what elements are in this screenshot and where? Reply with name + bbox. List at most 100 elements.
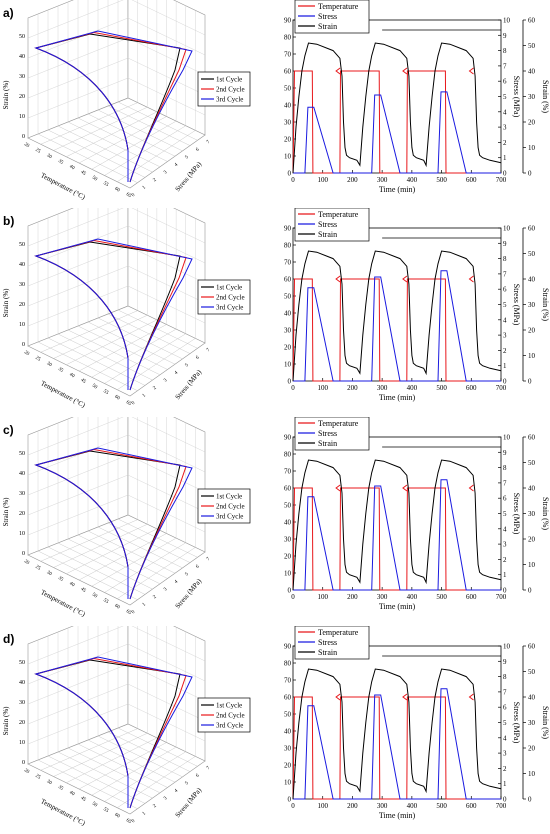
y-tick-label: 2 xyxy=(153,803,159,809)
stress-tick-label: 6 xyxy=(503,78,507,86)
z-tick-label: 20 xyxy=(19,511,25,517)
x-tick-label: 100 xyxy=(317,593,328,601)
x-tick-label: 0 xyxy=(291,176,295,184)
strain-tick-label: 60 xyxy=(528,17,536,25)
stress-tick-label: 10 xyxy=(503,643,511,651)
stress-tick-label: 6 xyxy=(503,704,507,712)
wall-grid-line xyxy=(127,643,206,682)
legend-label: 1st Cycle xyxy=(216,702,242,710)
temp-tick-label: 30 xyxy=(284,745,292,753)
wall-grid-line xyxy=(27,208,124,247)
x-tick-label: 200 xyxy=(347,384,358,392)
figure-row-a: a) 0 10 20 30 40 50 Strain (%) 20 25 30 35 40 45 50 55… xyxy=(0,0,550,208)
x-tick-label: 65 xyxy=(125,818,132,825)
x-tick-label: 55 xyxy=(102,389,109,396)
x-tick-label: 40 xyxy=(68,581,75,588)
strain-axis-label: Strain (%) xyxy=(541,288,550,321)
stress-tick-label: 10 xyxy=(503,17,511,25)
floor-grid-line xyxy=(78,116,167,164)
legend-label: Temperature xyxy=(318,628,359,637)
grid-box xyxy=(27,0,206,189)
y-tick-label: 7 xyxy=(206,557,212,563)
x-tick-label: 400 xyxy=(407,593,418,601)
stress-tick-label: 5 xyxy=(503,93,507,101)
floor-grid-line xyxy=(66,111,157,157)
temperature-arrow xyxy=(335,67,341,75)
x-tick-label: 35 xyxy=(57,785,64,792)
plot-frame xyxy=(292,227,502,382)
x-tick-label: 300 xyxy=(377,176,388,184)
stress-tick-label: 6 xyxy=(503,495,507,503)
temp-tick-label: 40 xyxy=(284,102,292,110)
floor-grid-line xyxy=(40,519,138,562)
x-tick-label: 500 xyxy=(436,176,447,184)
stress-tick-label: 8 xyxy=(503,255,507,263)
figure-row-c: c) 0 10 20 30 40 50 Strain (%) 20 25 30 35 40 45 50 55… xyxy=(0,417,550,625)
z-tick-label: 10 xyxy=(19,114,25,120)
x-tick-label: 600 xyxy=(466,593,477,601)
strain-tick-label: 10 xyxy=(528,144,536,152)
x-tick-label: 40 xyxy=(68,164,75,171)
x-tick-label: 25 xyxy=(34,356,41,363)
legend-label: Temperature xyxy=(318,419,359,428)
strain-tick-label: 20 xyxy=(528,119,536,127)
stress-tick-label: 4 xyxy=(503,316,507,324)
strain-tick-label: 30 xyxy=(528,719,536,727)
x-tick-label: 50 xyxy=(91,175,98,182)
z-tick-label: 40 xyxy=(19,262,25,268)
cycle-curve xyxy=(34,447,193,600)
wall-grid-line xyxy=(27,265,129,307)
y-tick-label: 0 xyxy=(131,193,137,199)
stress-line xyxy=(293,479,501,591)
x-tick-label: 45 xyxy=(79,378,86,385)
legend-label: Temperature xyxy=(318,2,359,11)
x-tick-label: 45 xyxy=(79,170,86,177)
floor-grid-line xyxy=(53,733,148,777)
z-tick-label: 50 xyxy=(19,451,25,457)
x-tick-label: 30 xyxy=(45,779,52,786)
z-axis-label: Strain (%) xyxy=(2,497,10,527)
x-tick-label: 50 xyxy=(91,801,98,808)
strain-tick-label: 0 xyxy=(528,796,532,804)
legend-label: Stress xyxy=(318,220,337,229)
legend-label: Temperature xyxy=(318,210,359,219)
legend-label: Strain xyxy=(318,230,337,239)
strain-tick-label: 20 xyxy=(528,327,536,335)
figure-row-b: b) 0 10 20 30 40 50 Strain (%) 20 25 30 35 40 45 50 55… xyxy=(0,208,550,416)
x-tick-label: 35 xyxy=(57,159,64,166)
wall-grid-line xyxy=(27,0,124,39)
legend-label: 2nd Cycle xyxy=(216,86,245,94)
legend-label: 3rd Cycle xyxy=(216,304,243,312)
strain-tick-label: 40 xyxy=(528,276,536,284)
x-tick-label: 400 xyxy=(407,176,418,184)
x-tick-label: 200 xyxy=(347,593,358,601)
y-tick-label: 4 xyxy=(174,788,180,794)
x-tick-label: 400 xyxy=(407,384,418,392)
wall-grid-line xyxy=(131,0,206,36)
temp-tick-label: 70 xyxy=(284,51,292,59)
z-tick-label: 50 xyxy=(19,34,25,40)
strain-tick-label: 40 xyxy=(528,485,536,493)
y-tick-label: 4 xyxy=(174,579,180,585)
z-tick-label: 50 xyxy=(19,242,25,248)
floor-grid-line xyxy=(91,328,177,378)
wall-grid-line xyxy=(27,454,129,496)
stress-tick-label: 1 xyxy=(503,154,507,162)
strain-tick-label: 50 xyxy=(528,459,536,467)
wall-grid-line xyxy=(127,225,206,264)
legend-label: 1st Cycle xyxy=(216,76,242,84)
strain-tick-label: 60 xyxy=(528,225,536,233)
stress-tick-label: 5 xyxy=(503,719,507,727)
x-tick-label: 20 xyxy=(23,350,30,357)
x-tick-label: 600 xyxy=(466,176,477,184)
wall-grid-line xyxy=(27,285,129,327)
temp-tick-label: 80 xyxy=(284,34,292,42)
y-tick-label: 4 xyxy=(174,370,180,376)
legend-label: 1st Cycle xyxy=(216,284,242,292)
stress-tick-label: 9 xyxy=(503,449,507,457)
x-tick-label: 55 xyxy=(102,181,109,188)
